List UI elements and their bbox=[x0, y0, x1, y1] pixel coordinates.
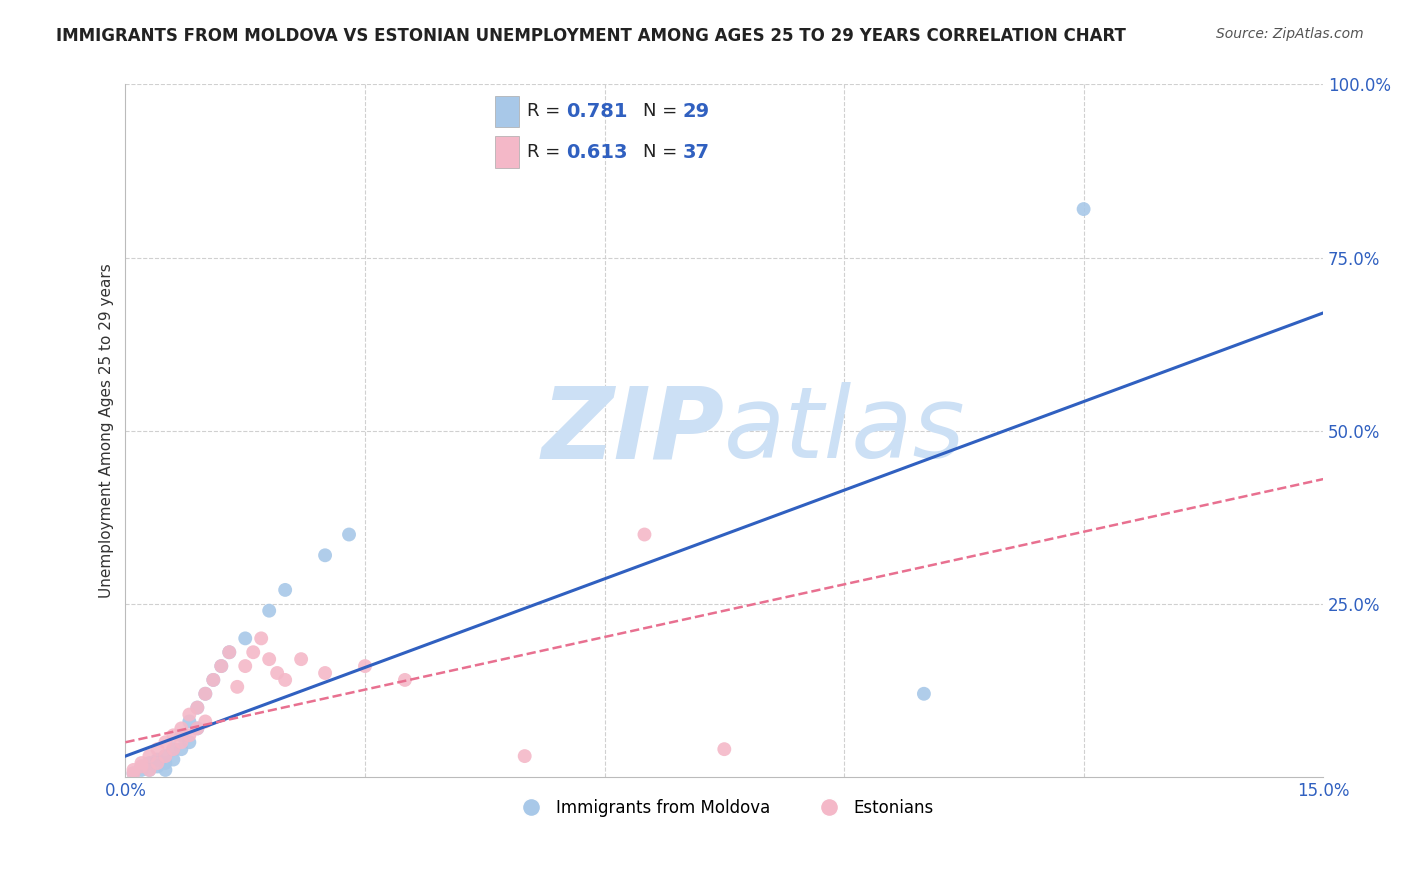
Text: atlas: atlas bbox=[724, 382, 966, 479]
Point bbox=[162, 753, 184, 767]
Point bbox=[162, 728, 184, 742]
Point bbox=[170, 728, 193, 742]
Point bbox=[218, 645, 240, 659]
Y-axis label: Unemployment Among Ages 25 to 29 years: Unemployment Among Ages 25 to 29 years bbox=[100, 263, 114, 598]
Point bbox=[314, 549, 336, 563]
Point bbox=[146, 759, 169, 773]
Point bbox=[194, 687, 217, 701]
Point bbox=[266, 665, 288, 680]
Point bbox=[274, 582, 297, 597]
Point bbox=[314, 665, 336, 680]
Point bbox=[186, 700, 208, 714]
Point bbox=[170, 735, 193, 749]
Point bbox=[155, 756, 177, 770]
Point bbox=[633, 527, 655, 541]
Point bbox=[122, 766, 145, 780]
Point bbox=[122, 763, 145, 777]
Point bbox=[122, 766, 145, 780]
Point bbox=[290, 652, 312, 666]
Point bbox=[209, 659, 232, 673]
Point bbox=[146, 753, 169, 767]
Point bbox=[131, 759, 153, 773]
Point bbox=[162, 742, 184, 756]
Point bbox=[194, 714, 217, 729]
Point bbox=[209, 659, 232, 673]
Point bbox=[354, 659, 377, 673]
Point bbox=[138, 763, 160, 777]
Point bbox=[179, 728, 201, 742]
Point bbox=[131, 756, 153, 770]
Point bbox=[162, 742, 184, 756]
Point bbox=[138, 756, 160, 770]
Point bbox=[257, 652, 280, 666]
Point bbox=[226, 680, 249, 694]
Point bbox=[138, 763, 160, 777]
Point bbox=[1073, 202, 1095, 216]
Point bbox=[170, 722, 193, 736]
Point bbox=[202, 673, 225, 687]
Point bbox=[233, 632, 256, 646]
Point bbox=[337, 527, 360, 541]
Text: ZIP: ZIP bbox=[541, 382, 724, 479]
Legend: Immigrants from Moldova, Estonians: Immigrants from Moldova, Estonians bbox=[508, 793, 941, 824]
Point bbox=[131, 759, 153, 773]
Point bbox=[155, 749, 177, 764]
Point bbox=[218, 645, 240, 659]
Point bbox=[242, 645, 264, 659]
Point bbox=[274, 673, 297, 687]
Point bbox=[155, 749, 177, 764]
Point bbox=[179, 714, 201, 729]
Point bbox=[170, 742, 193, 756]
Point bbox=[233, 659, 256, 673]
Point bbox=[146, 742, 169, 756]
Point bbox=[257, 604, 280, 618]
Point bbox=[186, 700, 208, 714]
Point bbox=[394, 673, 416, 687]
Point bbox=[912, 687, 935, 701]
Point bbox=[131, 763, 153, 777]
Point bbox=[713, 742, 735, 756]
Text: Source: ZipAtlas.com: Source: ZipAtlas.com bbox=[1216, 27, 1364, 41]
Point bbox=[179, 707, 201, 722]
Point bbox=[513, 749, 536, 764]
Point bbox=[186, 722, 208, 736]
Point bbox=[179, 735, 201, 749]
Point bbox=[138, 749, 160, 764]
Point bbox=[186, 722, 208, 736]
Point bbox=[250, 632, 273, 646]
Point bbox=[146, 756, 169, 770]
Point bbox=[155, 763, 177, 777]
Point bbox=[202, 673, 225, 687]
Text: IMMIGRANTS FROM MOLDOVA VS ESTONIAN UNEMPLOYMENT AMONG AGES 25 TO 29 YEARS CORRE: IMMIGRANTS FROM MOLDOVA VS ESTONIAN UNEM… bbox=[56, 27, 1126, 45]
Point bbox=[155, 735, 177, 749]
Point bbox=[194, 687, 217, 701]
